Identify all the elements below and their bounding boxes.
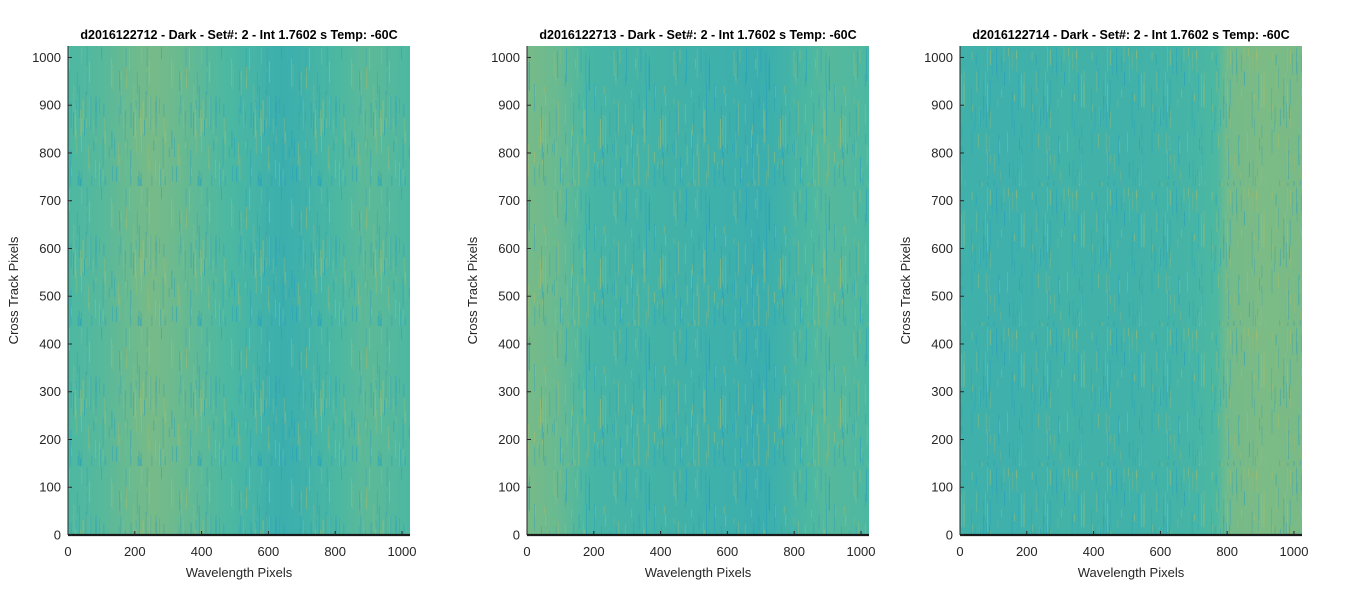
y-tick-label: 500: [39, 289, 61, 304]
x-tick-label: 800: [783, 544, 805, 559]
x-tick-label: 1000: [847, 544, 876, 559]
x-tick-label: 400: [191, 544, 213, 559]
axes-1: 0 200 400 600 800 1000 0 100 200 300 400 500 600 700 8…: [32, 46, 416, 559]
y-tick-label: 1000: [491, 50, 520, 65]
y-tick-label: 800: [931, 145, 953, 160]
heatmap-texture-2: [527, 46, 869, 535]
chart-title-2: d2016122713 - Dark - Set#: 2 - Int 1.760…: [539, 28, 856, 42]
x-tick-label: 0: [523, 544, 530, 559]
axes-2: 0 200 400 600 800 1000 0 100 200 300 400 500 600 700 8…: [491, 46, 875, 559]
y-tick-label: 1000: [924, 50, 953, 65]
x-tick-label: 1000: [1280, 544, 1309, 559]
y-tick-label: 700: [931, 193, 953, 208]
y-tick-label: 0: [54, 528, 61, 543]
x-tick-label: 600: [258, 544, 280, 559]
y-tick-label: 900: [498, 98, 520, 113]
y-tick-label: 800: [39, 145, 61, 160]
y-tick-label: 800: [498, 145, 520, 160]
x-tick-label: 200: [583, 544, 605, 559]
x-tick-label: 200: [1016, 544, 1038, 559]
x-tick-label: 200: [124, 544, 146, 559]
y-tick-label: 200: [498, 432, 520, 447]
x-tick-label: 600: [1150, 544, 1172, 559]
x-tick-label: 400: [1083, 544, 1105, 559]
y-tick-label: 900: [39, 98, 61, 113]
y-tick-label: 0: [946, 528, 953, 543]
x-tick-label: 800: [1216, 544, 1238, 559]
y-tick-label: 300: [931, 384, 953, 399]
y-tick-label: 300: [498, 384, 520, 399]
x-tick-label: 400: [650, 544, 672, 559]
x-tick-label: 1000: [388, 544, 417, 559]
axes-3: 0 200 400 600 800 1000 0 100 200 300 400 500 600 700 8…: [924, 46, 1308, 559]
y-tick-label: 500: [498, 289, 520, 304]
y-tick-label: 600: [498, 241, 520, 256]
y-tick-label: 100: [39, 480, 61, 495]
y-tick-label: 400: [931, 336, 953, 351]
heatmap-texture-1: [68, 46, 410, 535]
y-tick-label: 600: [931, 241, 953, 256]
y-tick-label: 700: [498, 193, 520, 208]
x-tick-label: 0: [64, 544, 71, 559]
y-tick-label: 100: [931, 480, 953, 495]
heatmap-panel-1: d2016122712 - Dark - Set#: 2 - Int 1.760…: [6, 28, 416, 580]
heatmap-panel-3: d2016122714 - Dark - Set#: 2 - Int 1.760…: [898, 28, 1308, 580]
y-tick-label: 300: [39, 384, 61, 399]
x-axis-label-3: Wavelength Pixels: [1078, 565, 1185, 580]
y-tick-label: 600: [39, 241, 61, 256]
y-tick-label: 400: [39, 336, 61, 351]
heatmap-texture-3: [960, 46, 1302, 535]
y-tick-label: 200: [39, 432, 61, 447]
x-tick-label: 600: [717, 544, 739, 559]
y-tick-label: 900: [931, 98, 953, 113]
y-tick-label: 1000: [32, 50, 61, 65]
x-axis-label-2: Wavelength Pixels: [645, 565, 752, 580]
y-tick-label: 0: [513, 528, 520, 543]
chart-title-1: d2016122712 - Dark - Set#: 2 - Int 1.760…: [80, 28, 397, 42]
x-tick-label: 800: [324, 544, 346, 559]
y-tick-label: 200: [931, 432, 953, 447]
y-axis-label-2: Cross Track Pixels: [465, 236, 480, 344]
y-tick-label: 700: [39, 193, 61, 208]
y-axis-label-1: Cross Track Pixels: [6, 236, 21, 344]
y-tick-label: 400: [498, 336, 520, 351]
y-tick-label: 100: [498, 480, 520, 495]
x-axis-label-1: Wavelength Pixels: [186, 565, 293, 580]
x-tick-label: 0: [956, 544, 963, 559]
y-axis-label-3: Cross Track Pixels: [898, 236, 913, 344]
y-tick-label: 500: [931, 289, 953, 304]
chart-title-3: d2016122714 - Dark - Set#: 2 - Int 1.760…: [972, 28, 1289, 42]
heatmap-panel-2: d2016122713 - Dark - Set#: 2 - Int 1.760…: [465, 28, 875, 580]
